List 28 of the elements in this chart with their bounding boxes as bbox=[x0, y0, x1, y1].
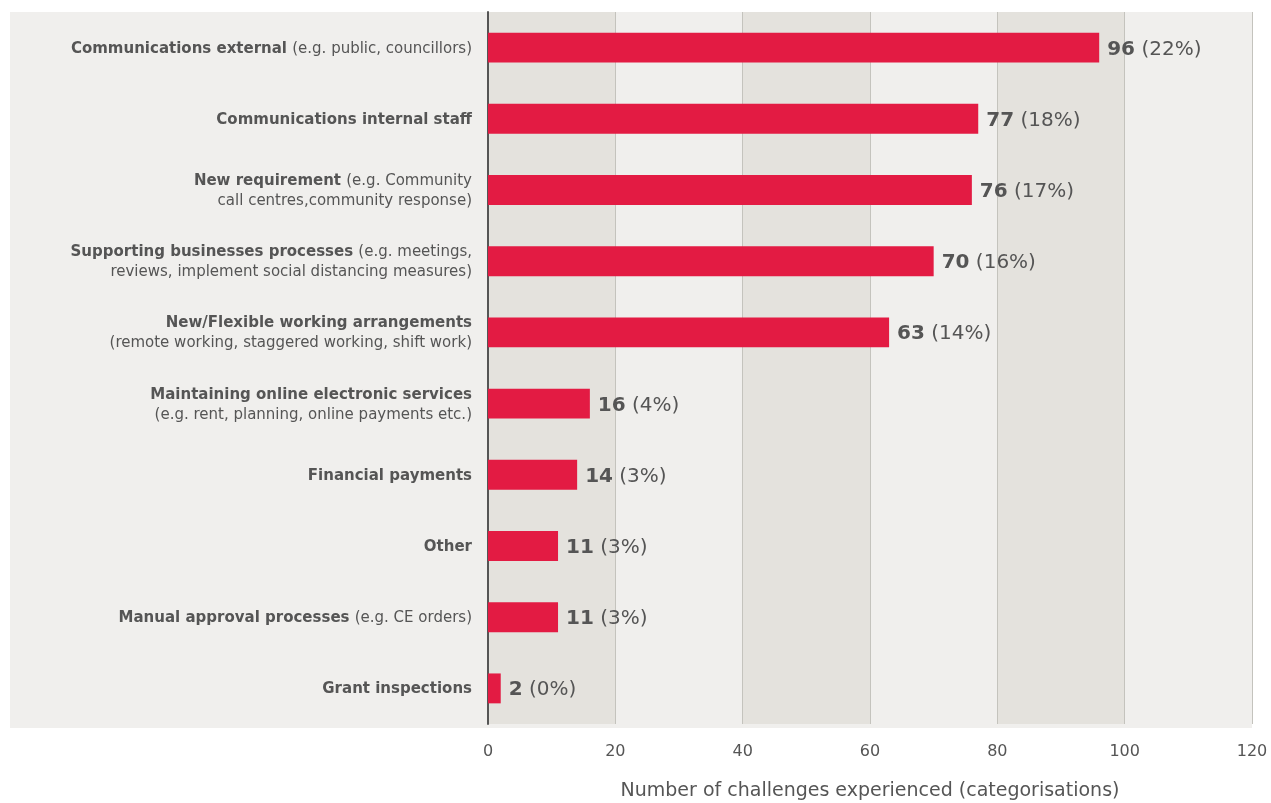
y-tick-label: Other bbox=[423, 537, 472, 555]
y-tick-label: Maintaining online electronic services (e.g. rent, planning, online payments etc.) bbox=[150, 383, 472, 424]
data-label: 14 (3%) bbox=[585, 462, 667, 487]
x-tick-label: 100 bbox=[1109, 740, 1140, 760]
y-tick-label: Communications external (e.g. public, councillors) bbox=[70, 37, 472, 58]
data-label: 77 (18%) bbox=[986, 106, 1081, 131]
data-label: 2 (0%) bbox=[508, 676, 577, 701]
data-label: 96 (22%) bbox=[1107, 35, 1202, 60]
y-tick-label: Manual approval processes (e.g. CE orders) bbox=[118, 607, 472, 628]
x-axis-title: Number of challenges experienced (categorisations) bbox=[620, 777, 1120, 800]
x-tick-label: 80 bbox=[987, 740, 1008, 760]
y-tick-label: Grant inspections bbox=[322, 679, 472, 698]
data-label: 76 (17%) bbox=[979, 178, 1075, 202]
data-label: 63 (14%) bbox=[897, 320, 992, 345]
x-tick-label: 60 bbox=[859, 740, 881, 760]
y-tick-label: New/Flexible working arrangements (remote working, staggered working, shift work) bbox=[109, 312, 472, 353]
y-tick-label: Communications internal staff bbox=[216, 109, 472, 128]
x-tick-label: 0 bbox=[482, 740, 494, 760]
x-tick-label: 120 bbox=[1236, 740, 1268, 760]
data-label: 11 (3%) bbox=[566, 605, 648, 630]
data-label: 70 (16%) bbox=[941, 249, 1036, 274]
x-tick-label: 20 bbox=[605, 740, 626, 760]
y-tick-label: Supporting businesses processes (e.g. meetings, reviews, implement social distancing measures) bbox=[70, 241, 472, 282]
y-tick-label: New requirement (e.g. Community call centres,community response) bbox=[193, 170, 472, 210]
y-tick-label: Financial payments bbox=[307, 465, 472, 484]
x-tick-label: 40 bbox=[732, 740, 753, 760]
data-label: 16 (4%) bbox=[597, 391, 680, 416]
data-label: 11 (3%) bbox=[566, 534, 648, 558]
